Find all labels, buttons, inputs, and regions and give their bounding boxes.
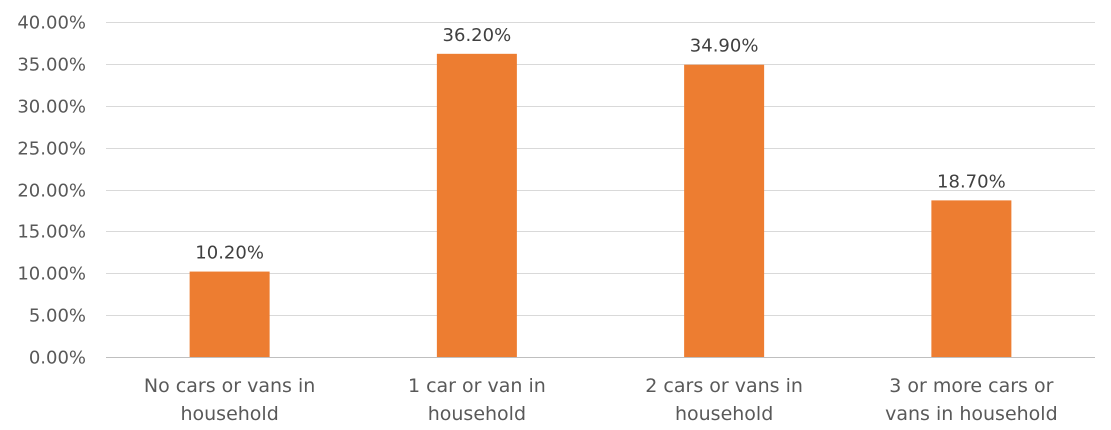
x-category-label-line: household — [675, 403, 773, 425]
data-label: 18.70% — [937, 171, 1006, 192]
y-tick-label: 30.00% — [17, 97, 86, 118]
x-category-label: No cars or vans in household — [144, 375, 315, 425]
y-tick-label: 40.00% — [17, 13, 86, 34]
x-category-label: 1 car or van in household — [408, 375, 546, 425]
x-category-label: 3 or more cars or vans in household — [885, 375, 1058, 425]
bar — [684, 64, 765, 358]
y-tick-label: 15.00% — [17, 222, 86, 243]
data-label: 34.90% — [690, 36, 759, 57]
bar — [436, 53, 517, 357]
x-category-label-line: 1 car or van in — [408, 375, 546, 397]
y-tick-label: 25.00% — [17, 139, 86, 160]
y-tick-label: 10.00% — [17, 264, 86, 285]
bars — [189, 53, 1012, 358]
bar — [189, 271, 270, 357]
data-labels: 10.20% 36.20% 34.90% 18.70% — [195, 25, 1005, 264]
gridlines — [106, 22, 1095, 316]
y-tick-label: 5.00% — [29, 306, 86, 327]
x-category-label-line: vans in household — [885, 403, 1058, 425]
y-tick-label: 35.00% — [17, 55, 86, 76]
x-category-label-line: 3 or more cars or — [889, 375, 1053, 397]
data-label: 36.20% — [443, 25, 512, 46]
x-category-label-line: 2 cars or vans in — [645, 375, 803, 397]
bar — [931, 200, 1012, 357]
data-label: 10.20% — [195, 243, 264, 264]
x-category-label-line: No cars or vans in — [144, 375, 315, 397]
x-category-label-line: household — [180, 403, 278, 425]
y-tick-label: 0.00% — [29, 348, 86, 369]
x-category-label: 2 cars or vans in household — [645, 375, 803, 425]
y-axis-tick-labels: 0.00% 5.00% 10.00% 15.00% 20.00% 25.00% 30.00%… — [17, 13, 86, 369]
x-category-label-line: household — [428, 403, 526, 425]
y-tick-label: 20.00% — [17, 181, 86, 202]
